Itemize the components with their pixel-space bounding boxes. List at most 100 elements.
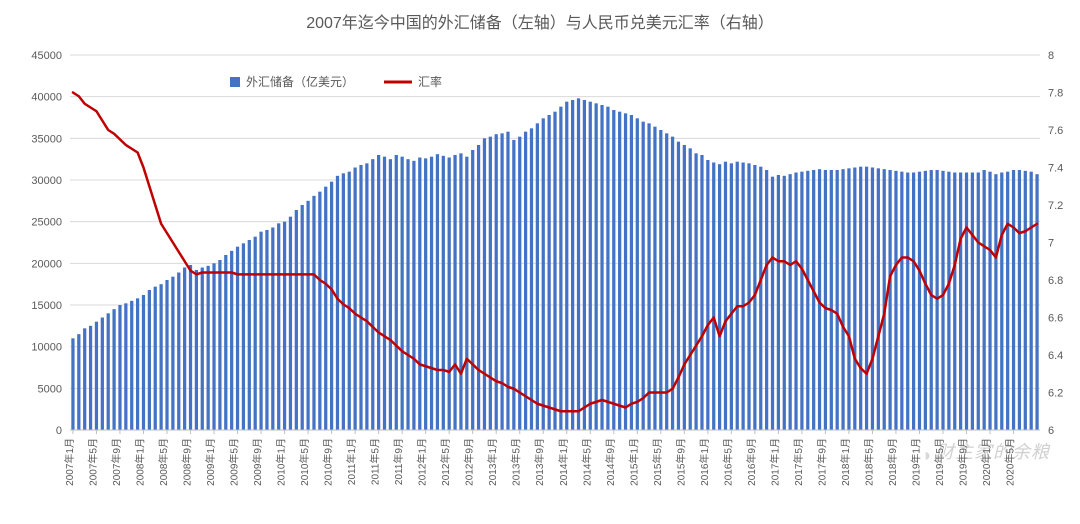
- bar: [918, 172, 921, 430]
- y-right-tick-label: 7.8: [1048, 88, 1063, 100]
- bar: [230, 251, 233, 430]
- bar: [183, 268, 186, 431]
- bar: [406, 159, 409, 430]
- bar: [224, 255, 227, 430]
- legend-label-bar: 外汇储备（亿美元）: [246, 74, 354, 89]
- bar: [365, 163, 368, 430]
- bar: [571, 100, 574, 430]
- bar: [518, 137, 521, 430]
- x-tick-label: 2008年1月: [133, 438, 146, 486]
- bar: [118, 305, 121, 430]
- bar: [165, 280, 168, 430]
- bar: [659, 130, 662, 430]
- y-left-tick-label: 25000: [31, 217, 62, 229]
- x-tick-label: 2016年9月: [745, 438, 758, 486]
- bar: [148, 290, 151, 430]
- bar: [1012, 170, 1015, 430]
- bar: [277, 223, 280, 430]
- bar: [812, 170, 815, 430]
- bar: [412, 161, 415, 430]
- bar: [418, 158, 421, 431]
- bar: [142, 295, 145, 430]
- bar: [988, 172, 991, 430]
- bar: [589, 102, 592, 430]
- bar: [912, 173, 915, 431]
- y-right-tick-label: 6: [1048, 425, 1054, 437]
- bar: [747, 163, 750, 430]
- x-tick-label: 2009年1月: [204, 438, 217, 486]
- bar: [489, 137, 492, 430]
- bar: [265, 230, 268, 430]
- bar: [195, 270, 198, 430]
- x-tick-label: 2007年5月: [86, 438, 99, 486]
- x-tick-label: 2013年1月: [486, 438, 499, 486]
- y-left-tick-label: 15000: [31, 300, 62, 312]
- x-tick-label: 2010年1月: [275, 438, 288, 486]
- bar: [665, 133, 668, 430]
- bar: [636, 118, 639, 430]
- x-tick-label: 2016年5月: [721, 438, 734, 486]
- bar: [248, 240, 251, 430]
- bar: [771, 177, 774, 430]
- bar: [947, 172, 950, 430]
- bar: [836, 170, 839, 430]
- bar: [612, 110, 615, 430]
- bar: [724, 162, 727, 430]
- bar: [953, 173, 956, 431]
- bar: [653, 127, 656, 430]
- x-tick-label: 2008年5月: [157, 438, 170, 486]
- bar: [595, 103, 598, 430]
- x-tick-label: 2017年1月: [768, 438, 781, 486]
- x-tick-label: 2012年1月: [416, 438, 429, 486]
- bar: [742, 163, 745, 431]
- bar: [89, 326, 92, 430]
- bar: [618, 112, 621, 430]
- bar: [218, 260, 221, 430]
- bar: [160, 284, 163, 430]
- bar: [107, 313, 110, 430]
- bar: [124, 303, 127, 430]
- bar: [1030, 172, 1033, 430]
- bar: [777, 175, 780, 430]
- bar: [95, 322, 98, 430]
- bar: [259, 232, 262, 430]
- bar: [471, 150, 474, 430]
- bar: [177, 273, 180, 431]
- bar: [212, 263, 215, 430]
- chart-container: 2007年迄今中国的外汇储备（左轴）与人民币兑美元汇率（右轴）050001000…: [0, 0, 1080, 524]
- y-left-tick-label: 45000: [31, 50, 62, 62]
- x-tick-label: 2018年5月: [862, 438, 875, 486]
- bar: [847, 168, 850, 430]
- y-right-tick-label: 8: [1048, 50, 1054, 62]
- bar: [354, 168, 357, 431]
- bar: [500, 133, 503, 430]
- x-tick-label: 2007年9月: [110, 438, 123, 486]
- legend-label-line: 汇率: [418, 74, 442, 89]
- bar: [254, 237, 257, 430]
- legend-swatch-bar: [230, 77, 240, 87]
- bar: [536, 123, 539, 430]
- bar: [171, 277, 174, 430]
- x-tick-label: 2013年5月: [510, 438, 523, 486]
- bar: [483, 138, 486, 430]
- bar: [606, 107, 609, 430]
- x-tick-label: 2013年9月: [533, 438, 546, 486]
- bar: [794, 173, 797, 431]
- x-tick-label: 2017年5月: [792, 438, 805, 486]
- bar: [700, 155, 703, 430]
- bar: [436, 154, 439, 430]
- x-tick-label: 2011年1月: [345, 438, 358, 485]
- x-tick-label: 2019年1月: [909, 438, 922, 486]
- bar: [930, 170, 933, 430]
- x-tick-label: 2010年5月: [298, 438, 311, 486]
- bar: [736, 162, 739, 430]
- bar: [600, 105, 603, 430]
- bar: [789, 174, 792, 430]
- chart-svg: 2007年迄今中国的外汇储备（左轴）与人民币兑美元汇率（右轴）050001000…: [0, 0, 1080, 524]
- bar: [377, 155, 380, 430]
- x-tick-label: 2016年1月: [698, 438, 711, 486]
- bar: [559, 107, 562, 430]
- bar: [271, 228, 274, 431]
- x-tick-label: 2018年1月: [839, 438, 852, 486]
- bar: [348, 172, 351, 430]
